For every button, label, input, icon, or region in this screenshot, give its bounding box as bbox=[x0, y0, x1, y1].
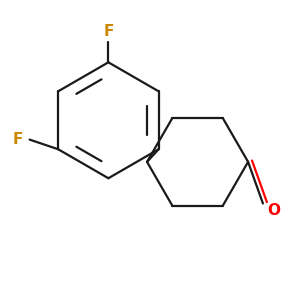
Text: F: F bbox=[13, 132, 23, 147]
Text: F: F bbox=[103, 24, 114, 39]
Text: O: O bbox=[267, 203, 280, 218]
